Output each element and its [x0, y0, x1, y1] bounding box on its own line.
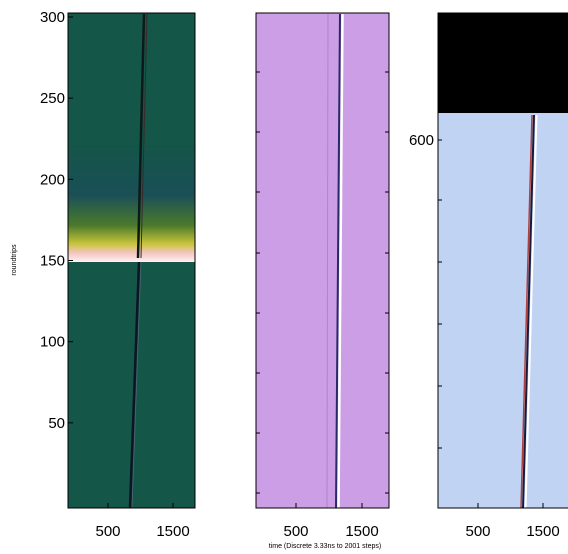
left-y-ticks: 50 100 150 200 250 300 — [40, 9, 73, 432]
middle-panel-trace-bright — [337, 13, 344, 509]
left-ytick-label: 300 — [40, 9, 65, 26]
left-panel-trace-upper-2 — [140, 13, 148, 259]
right-panel-frame — [437, 12, 568, 509]
right-panel: 600 500 1500 — [409, 12, 568, 540]
middle-panel: 500 1500 time (Discrete 3.33ns to 2001 st… — [255, 12, 390, 550]
left-panel-band — [68, 140, 195, 262]
left-panel-trace-lower — [128, 261, 141, 509]
right-panel-trace-dark — [522, 114, 535, 509]
left-panel: 50 100 150 200 250 300 500 1500 roundtrips — [11, 9, 196, 540]
x-axis-label: time (Discrete 3.33ns to 2001 steps) — [269, 543, 381, 550]
middle-y-ticks — [256, 71, 389, 494]
right-y-ticks: 600 — [409, 132, 442, 449]
middle-x-ticks: 500 1500 — [283, 503, 379, 540]
middle-xtick-label: 500 — [283, 523, 308, 540]
middle-panel-faint-line — [326, 13, 329, 509]
left-xtick-label: 1500 — [156, 523, 189, 540]
right-x-ticks: 500 1500 — [465, 503, 560, 540]
right-xtick-label: 500 — [465, 523, 490, 540]
right-panel-trace-bright — [524, 114, 538, 509]
right-xtick-label: 1500 — [526, 523, 559, 540]
left-ytick-label: 200 — [40, 171, 65, 188]
left-ytick-label: 150 — [40, 253, 65, 270]
left-x-ticks: 500 1500 — [95, 503, 190, 540]
middle-panel-trace-dark — [335, 13, 341, 509]
middle-panel-frame — [255, 12, 390, 509]
right-panel-trace-red — [520, 114, 533, 509]
left-panel-trace-lower-highlight — [131, 261, 142, 509]
right-panel-black-block — [438, 13, 568, 113]
left-panel-trace-upper — [136, 13, 146, 259]
middle-xtick-label: 1500 — [345, 523, 378, 540]
left-xtick-label: 500 — [95, 523, 120, 540]
middle-panel-background — [256, 13, 389, 508]
y-axis-label: roundtrips — [11, 244, 18, 276]
right-ytick-label: 600 — [409, 132, 434, 149]
left-ytick-label: 50 — [48, 415, 65, 432]
left-ytick-label: 250 — [40, 90, 65, 107]
left-ytick-label: 100 — [40, 334, 65, 351]
